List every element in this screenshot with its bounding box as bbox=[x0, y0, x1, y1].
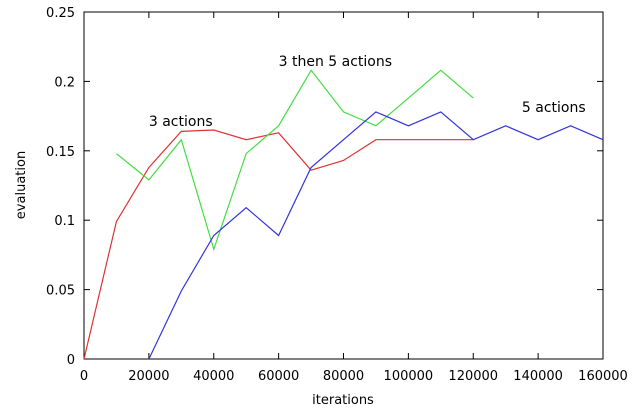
y-tick-label: 0.1 bbox=[54, 214, 75, 229]
ticks: 0 20000 40000 60000 80000 100000 120000 140000 1… bbox=[46, 6, 628, 384]
x-tick-label: 60000 bbox=[258, 369, 299, 384]
annotations: 3 actions 3 then 5 actions 5 actions bbox=[149, 54, 586, 130]
annotation-label: 3 actions bbox=[149, 114, 213, 130]
y-axis-label: evaluation bbox=[14, 151, 29, 219]
y-tick-label: 0.05 bbox=[46, 284, 75, 299]
x-tick-label: 0 bbox=[80, 369, 88, 384]
series-group bbox=[83, 69, 604, 360]
x-tick-label: 20000 bbox=[128, 369, 169, 384]
y-tick-label: 0.15 bbox=[46, 145, 75, 160]
y-tick-label: 0.25 bbox=[46, 6, 75, 21]
x-axis-label: iterations bbox=[312, 393, 374, 408]
x-tick-label: 100000 bbox=[384, 369, 434, 384]
x-tick-label: 40000 bbox=[193, 369, 234, 384]
series-line-1 bbox=[83, 129, 474, 360]
x-tick-label: 160000 bbox=[578, 369, 628, 384]
annotation-label: 5 actions bbox=[522, 100, 586, 116]
x-tick-label: 120000 bbox=[448, 369, 498, 384]
series-line-2 bbox=[116, 69, 474, 252]
y-tick-label: 0.2 bbox=[54, 75, 75, 90]
x-tick-label: 80000 bbox=[323, 369, 364, 384]
x-tick-label: 140000 bbox=[513, 369, 563, 384]
annotation-label: 3 then 5 actions bbox=[279, 54, 392, 70]
y-tick-label: 0 bbox=[67, 353, 75, 368]
series-line-3 bbox=[148, 111, 604, 360]
